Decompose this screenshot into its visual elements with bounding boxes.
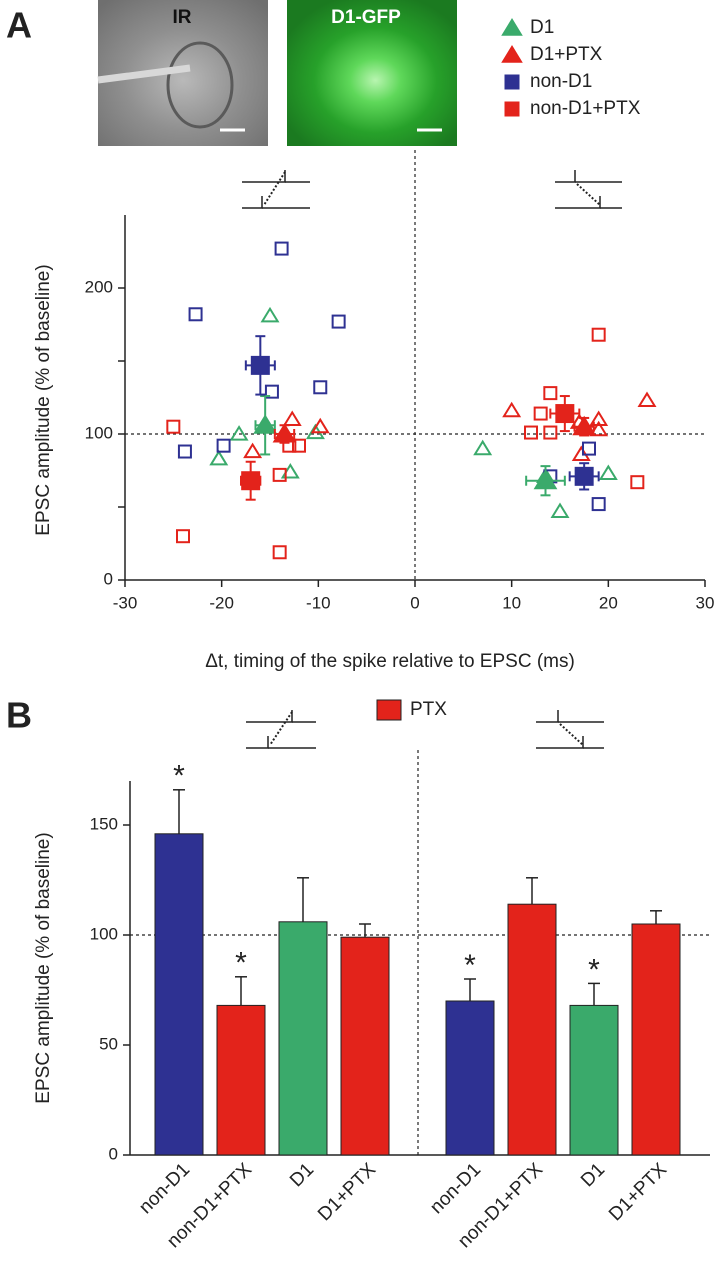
point <box>313 380 328 395</box>
legend-label: non-D1 <box>530 71 592 92</box>
protocol-icon <box>555 170 622 209</box>
point <box>589 410 609 426</box>
point <box>166 419 181 434</box>
point <box>582 441 596 456</box>
panel-label: B <box>6 695 32 736</box>
mean-point <box>574 466 594 486</box>
point <box>473 439 493 456</box>
legend-label: D1 <box>530 17 554 38</box>
y-tick-label: 100 <box>90 924 118 943</box>
legend-marker <box>501 45 523 63</box>
significance-label: * <box>173 760 185 793</box>
point <box>543 386 558 401</box>
point <box>533 406 548 421</box>
point <box>243 442 263 459</box>
y-axis-label: EPSC amplitude (% of baseline) <box>33 832 54 1103</box>
point <box>598 464 618 481</box>
x-tick-label: 10 <box>502 593 521 612</box>
y-tick-label: 200 <box>85 277 113 296</box>
x-tick-label: D1 <box>577 1159 609 1191</box>
legend-label: D1+PTX <box>530 44 603 65</box>
mean-point <box>253 414 278 434</box>
mean-point <box>250 355 270 375</box>
protocol-icon <box>536 710 604 749</box>
mean-point <box>572 415 597 436</box>
bar <box>631 923 681 1156</box>
legend-marker <box>501 18 523 36</box>
y-tick-label: 100 <box>85 423 113 442</box>
y-axis-label: EPSC amplitude (% of baseline) <box>33 264 54 535</box>
bar <box>278 921 328 1156</box>
point <box>543 425 558 440</box>
point <box>282 410 302 426</box>
bar <box>216 1004 266 1156</box>
point <box>272 545 287 560</box>
bar <box>507 903 557 1156</box>
point <box>274 241 289 256</box>
point <box>502 401 522 418</box>
x-tick-label: -10 <box>306 593 331 612</box>
legend-marker <box>504 101 520 117</box>
point <box>292 438 306 453</box>
x-tick-label: 30 <box>696 593 715 612</box>
bar <box>154 833 204 1156</box>
point <box>188 307 203 322</box>
bar <box>340 936 390 1156</box>
legend-label: non-D1+PTX <box>530 98 641 119</box>
point <box>176 529 190 544</box>
x-axis-label: Δt, timing of the spike relative to EPSC… <box>205 651 575 672</box>
x-tick-label: D1+PTX <box>605 1159 671 1225</box>
point <box>264 384 279 399</box>
gfp-image: D1-GFP <box>287 0 457 146</box>
mean-point <box>533 469 558 490</box>
point <box>177 444 192 459</box>
point <box>331 314 346 329</box>
panel-label: A <box>6 5 32 46</box>
y-tick-label: 0 <box>109 1144 118 1163</box>
point <box>524 425 538 440</box>
x-tick-label: non-D1 <box>426 1159 485 1218</box>
y-tick-label: 150 <box>90 814 118 833</box>
point <box>229 425 249 441</box>
mean-point <box>241 471 261 491</box>
point <box>260 306 280 323</box>
point <box>209 449 229 466</box>
point <box>550 502 570 518</box>
ir-image: IR <box>97 0 268 146</box>
y-tick-label: 0 <box>104 569 113 588</box>
point <box>591 497 606 512</box>
point <box>272 467 287 482</box>
point <box>310 417 330 434</box>
x-tick-label: 20 <box>599 593 618 612</box>
legend-label: PTX <box>410 699 447 720</box>
point <box>630 475 645 490</box>
mean-point <box>272 423 297 443</box>
protocol-icon <box>246 710 316 749</box>
significance-label: * <box>235 947 247 980</box>
protocol-icon <box>242 170 310 209</box>
point <box>591 327 606 342</box>
significance-label: * <box>464 949 476 982</box>
image-label: IR <box>173 7 192 28</box>
y-tick-label: 50 <box>99 1034 118 1053</box>
image-label: D1-GFP <box>331 7 401 28</box>
legend-marker <box>504 74 520 90</box>
x-tick-label: -30 <box>113 593 138 612</box>
mean-point <box>555 404 575 424</box>
bar <box>445 1000 495 1156</box>
x-tick-label: D1 <box>286 1159 318 1191</box>
point <box>216 438 231 453</box>
legend-swatch <box>376 699 402 721</box>
x-tick-label: 0 <box>410 593 419 612</box>
x-tick-label: -20 <box>209 593 234 612</box>
bar <box>569 1004 619 1156</box>
x-tick-label: non-D1 <box>135 1159 194 1218</box>
x-tick-label: D1+PTX <box>314 1159 380 1225</box>
point <box>637 391 657 408</box>
significance-label: * <box>588 953 600 986</box>
